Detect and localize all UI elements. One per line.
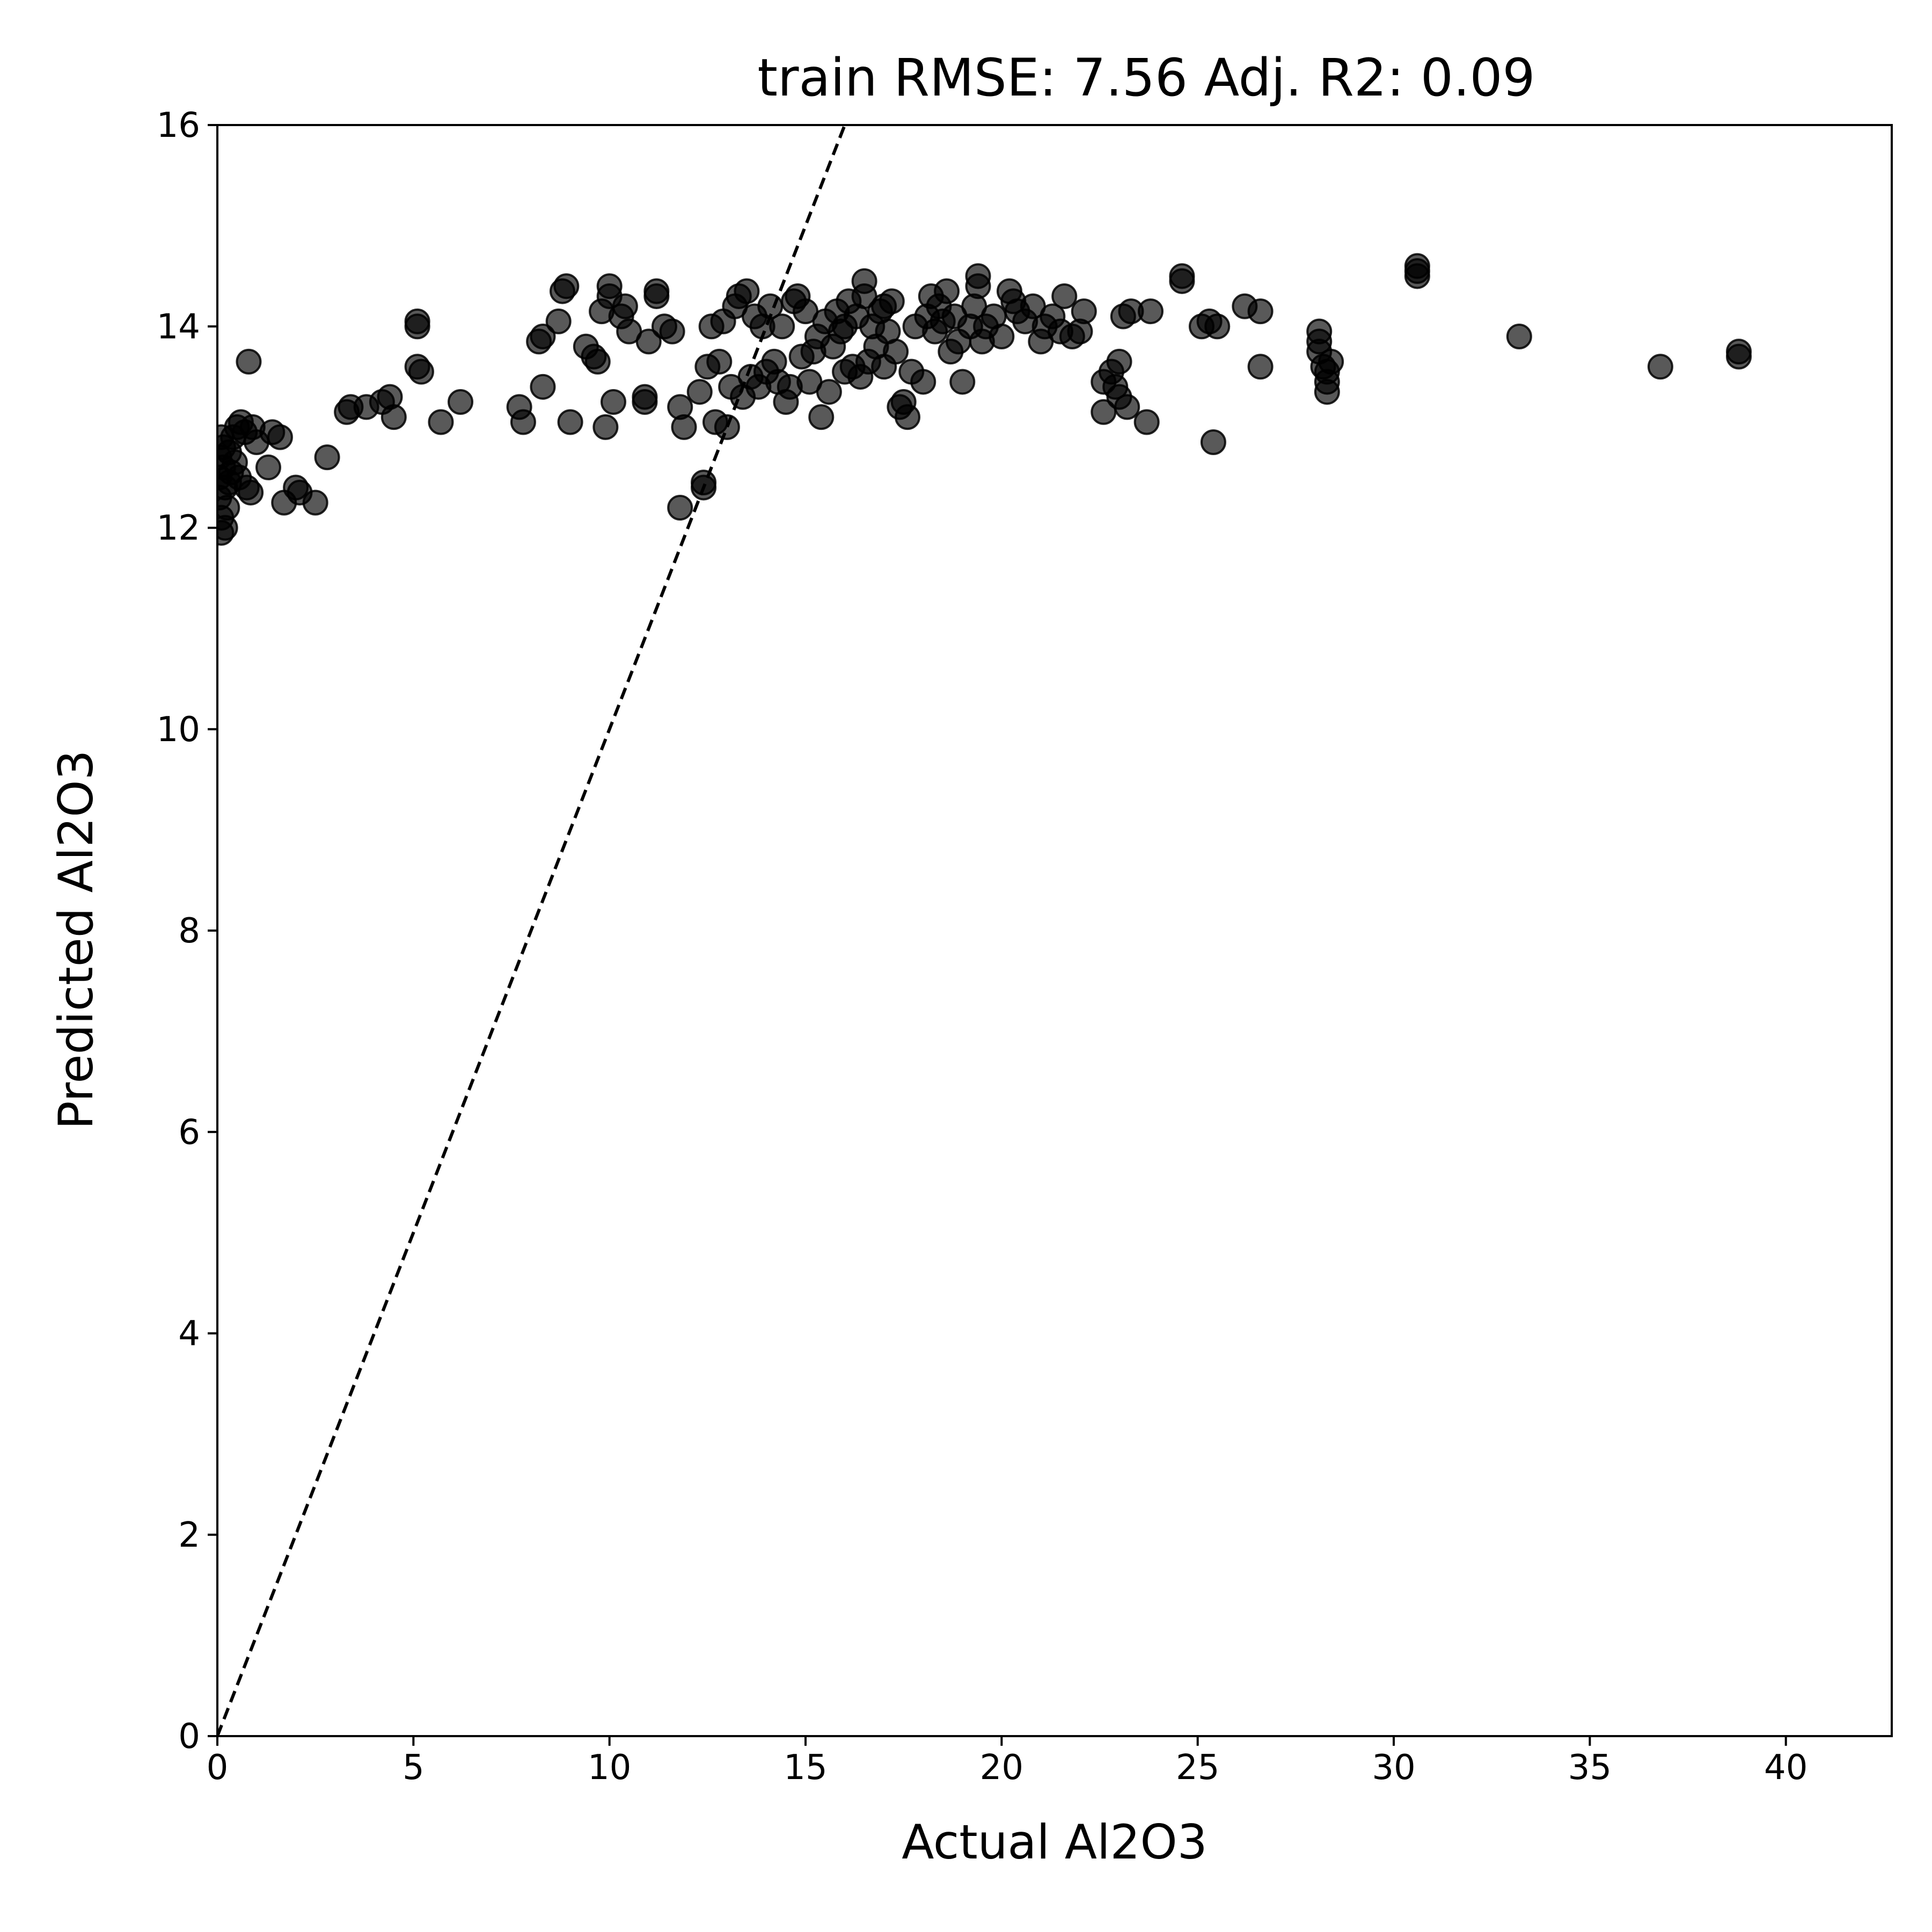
scatter-point	[255, 454, 281, 480]
scatter-point	[1106, 348, 1132, 375]
x-tick-label: 0	[207, 1748, 229, 1788]
scatter-point	[1051, 283, 1078, 309]
scatter-point	[1506, 324, 1532, 350]
scatter-point	[510, 409, 536, 435]
scatter-point	[302, 489, 328, 516]
x-tick-label: 35	[1568, 1748, 1612, 1788]
scatter-point	[632, 384, 658, 410]
scatter-point	[314, 444, 340, 471]
scatter-point	[883, 339, 909, 365]
scatter-point	[1247, 354, 1274, 380]
y-tick-label: 0	[178, 1717, 200, 1757]
scatter-point	[714, 414, 740, 440]
scatter-point	[530, 324, 556, 350]
scatter-point	[1314, 379, 1340, 405]
scatter-point	[643, 278, 670, 304]
x-tick-label: 40	[1764, 1748, 1807, 1788]
plot-content	[217, 125, 1752, 1736]
scatter-point	[1318, 348, 1344, 375]
x-tick-label: 10	[588, 1748, 631, 1788]
y-tick-label: 8	[178, 911, 200, 951]
scatter-point	[448, 389, 474, 415]
scatter-point	[408, 358, 434, 385]
scatter-point	[404, 308, 430, 334]
scatter-point	[236, 348, 262, 375]
scatter-point	[217, 494, 240, 521]
x-tick-label: 30	[1372, 1748, 1415, 1788]
scatter-point	[380, 404, 407, 430]
scatter-point	[1726, 339, 1752, 365]
scatter-point	[965, 273, 991, 299]
scatter-point	[1138, 298, 1164, 325]
y-axis-label: Predicted Al2O3	[48, 750, 104, 1130]
y-tick-label: 6	[178, 1113, 200, 1152]
y-tick-label: 14	[157, 307, 200, 347]
scatter-point	[816, 379, 842, 405]
scatter-point	[1133, 409, 1160, 435]
scatter-point	[592, 414, 619, 440]
scatter-point	[635, 328, 662, 355]
y-tick-label: 4	[178, 1314, 200, 1354]
plot-area	[216, 124, 1893, 1737]
scatter-point	[691, 470, 717, 496]
scatter-point	[910, 369, 936, 395]
scatter-point	[557, 409, 583, 435]
scatter-point	[949, 369, 976, 395]
x-tick-label: 15	[784, 1748, 827, 1788]
scatter-point	[584, 348, 611, 375]
scatter-point	[879, 288, 905, 314]
scatter-point	[934, 278, 960, 304]
y-tick-label: 16	[157, 106, 200, 145]
x-tick-label: 20	[980, 1748, 1023, 1788]
scatter-point	[894, 404, 920, 430]
scatter-point	[671, 414, 697, 440]
x-axis-label: Actual Al2O3	[902, 1814, 1208, 1870]
scatter-point	[1169, 268, 1195, 294]
chart-title: train RMSE: 7.56 Adj. R2: 0.09	[757, 48, 1535, 108]
scatter-point	[1204, 313, 1231, 340]
scatter-point	[596, 273, 623, 299]
scatter-point	[530, 374, 556, 400]
scatter-point	[553, 273, 580, 299]
scatter-point	[1647, 354, 1673, 380]
y-tick-label: 2	[178, 1516, 200, 1555]
identity-reference-line	[217, 125, 846, 1736]
scatter-point	[1114, 394, 1140, 420]
axis-ticks: 0 5 10 15 20 25 30 35 40 0 2 4 6 8 10 12 14 16	[157, 106, 1808, 1788]
scatter-point	[1247, 298, 1274, 325]
scatter-point	[706, 348, 733, 375]
scatter-point	[545, 308, 572, 334]
scatter-point	[1200, 429, 1226, 456]
scatter-point	[734, 278, 760, 304]
scatter-point	[686, 379, 713, 405]
y-tick-label: 10	[157, 710, 200, 750]
scatter-point	[267, 424, 293, 450]
y-tick-label: 12	[157, 509, 200, 548]
x-tick-label: 5	[402, 1748, 425, 1788]
scatter-point	[1071, 298, 1097, 325]
scatter-point	[428, 409, 454, 435]
scatter-point	[238, 479, 264, 506]
scatter-point	[600, 389, 626, 415]
x-tick-label: 25	[1176, 1748, 1219, 1788]
scatter-point	[769, 313, 795, 340]
scatter-point	[808, 404, 835, 430]
scatter-point	[612, 293, 638, 319]
scatter-point	[659, 318, 685, 345]
scatter-point	[989, 324, 1015, 350]
scatter-point	[667, 494, 693, 521]
scatter-point	[1404, 263, 1430, 289]
